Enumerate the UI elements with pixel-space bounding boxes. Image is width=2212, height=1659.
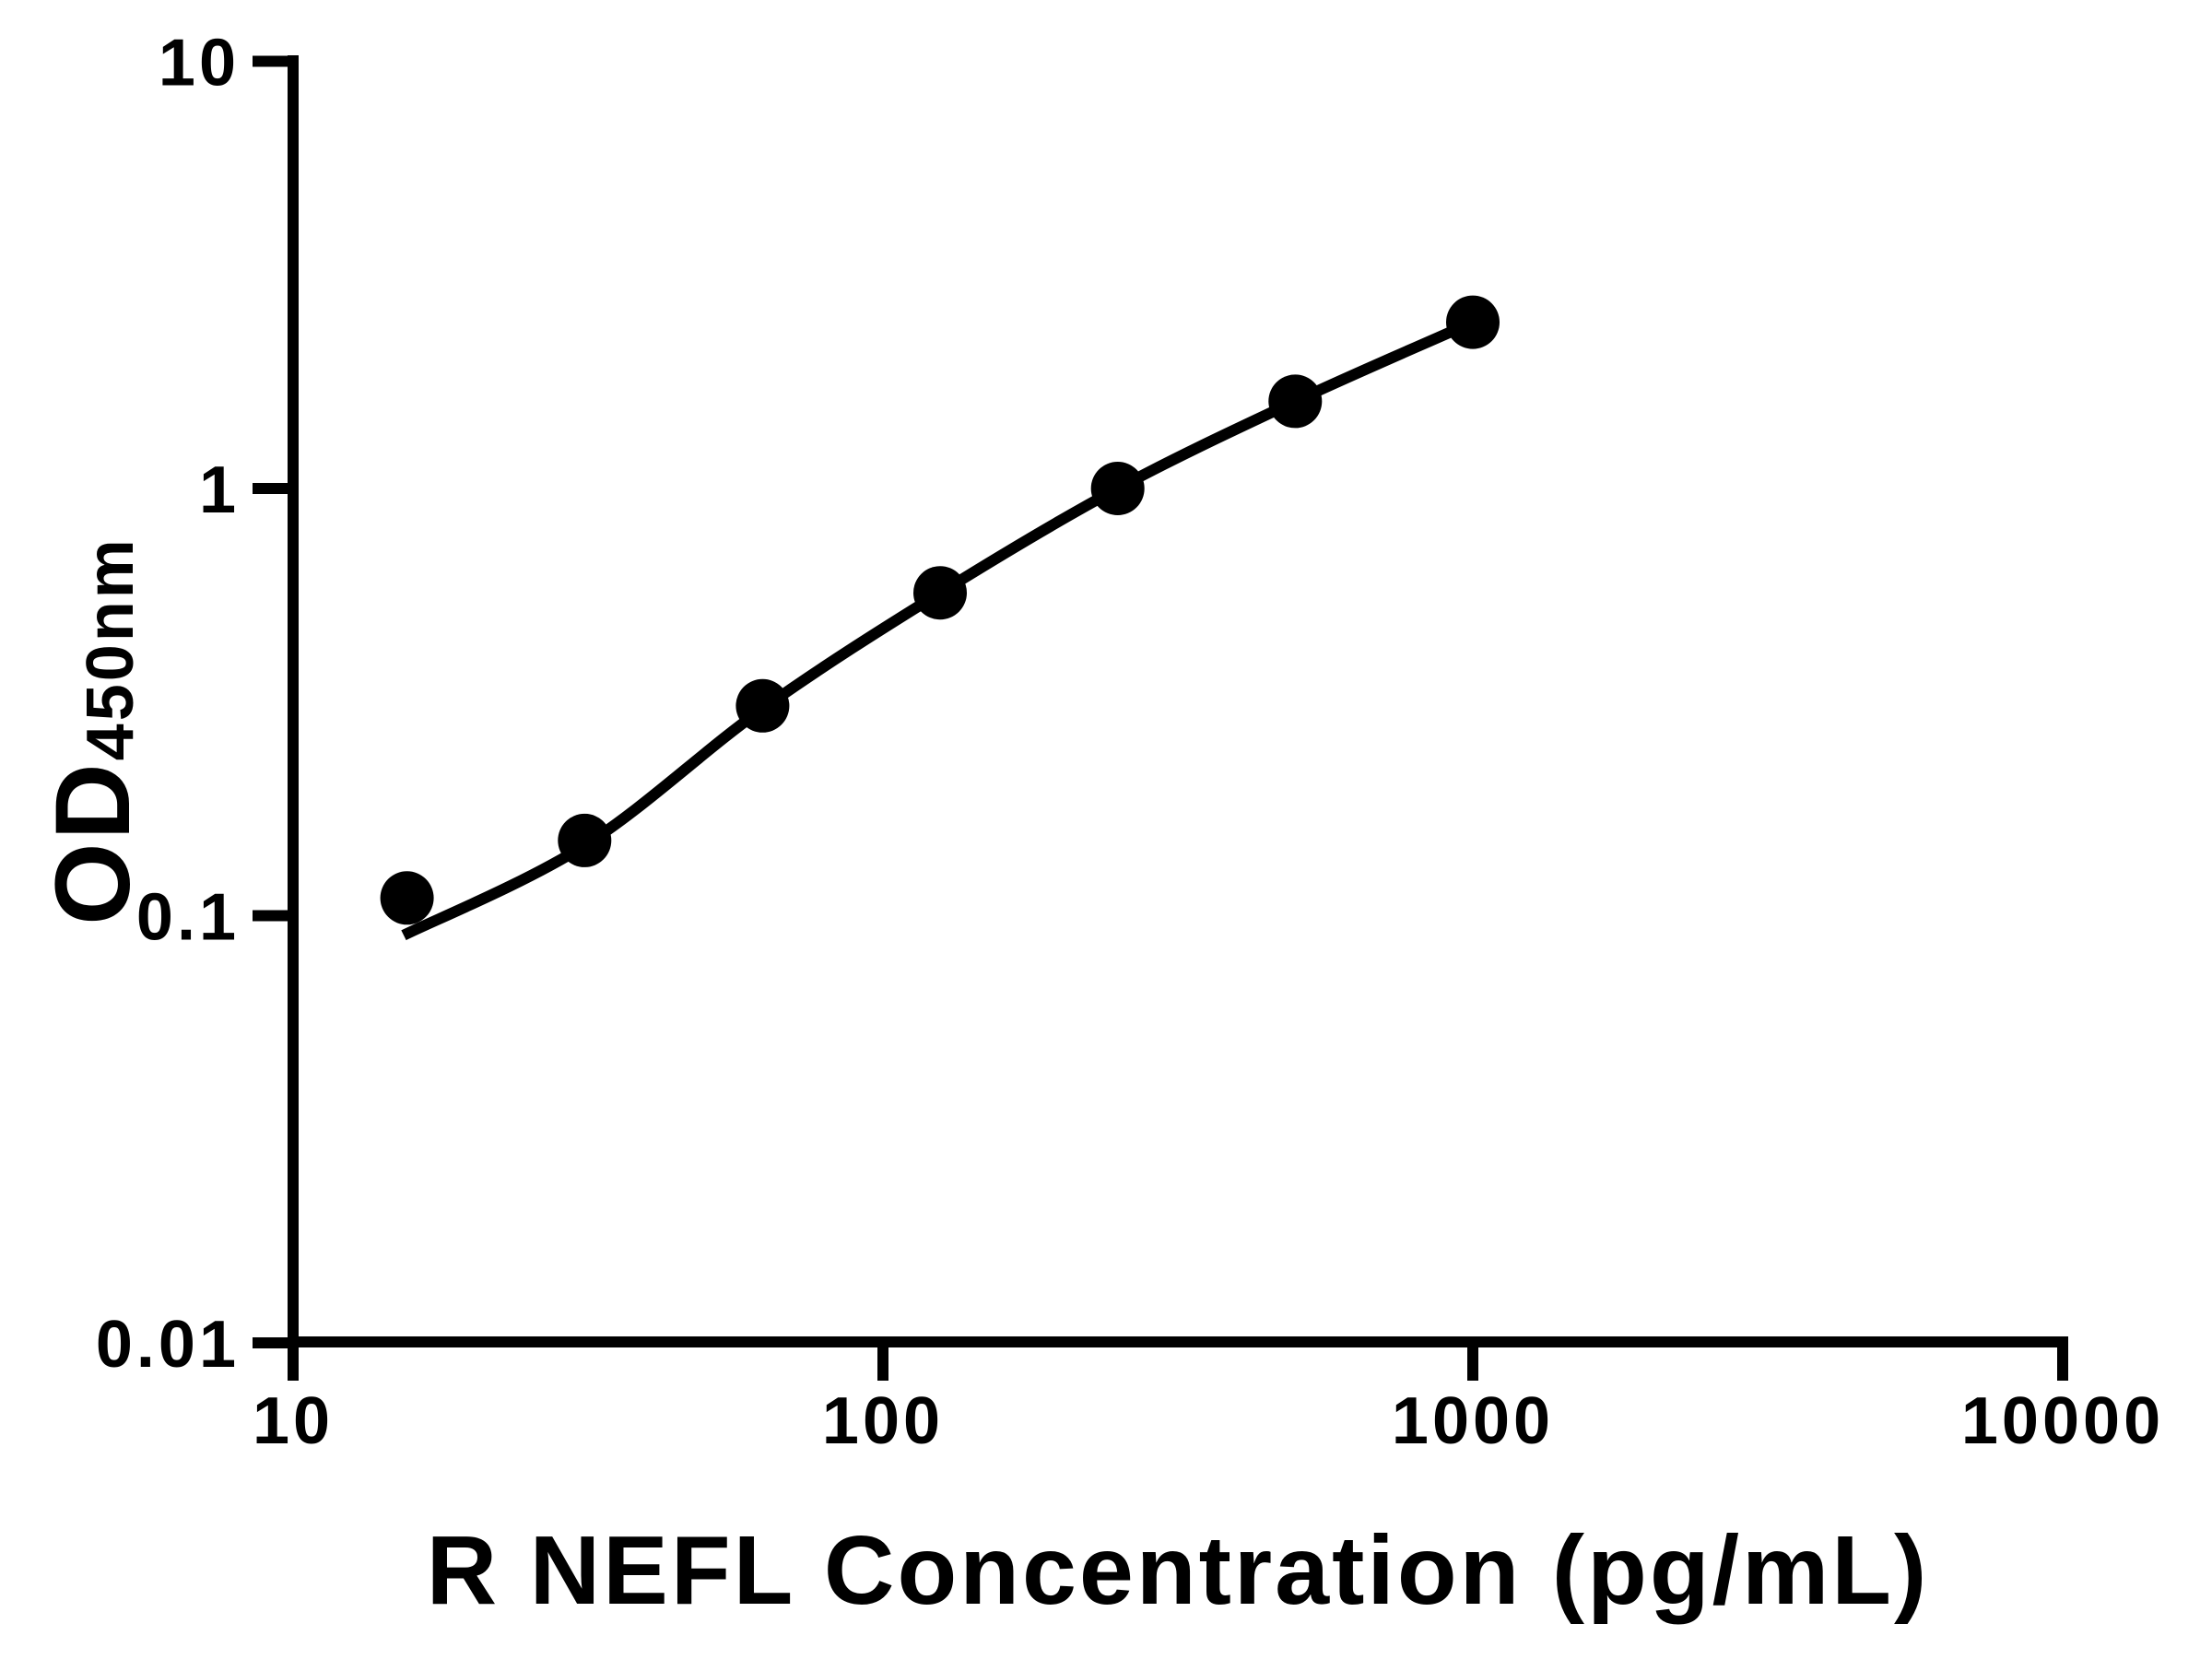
x-tick-label: 10 [253, 1384, 334, 1458]
y-axis-ticks [253, 55, 293, 1348]
data-point [1446, 295, 1500, 349]
y-tick-label: 0.1 [136, 881, 240, 955]
data-point [913, 566, 967, 620]
data-point [735, 678, 790, 733]
x-axis-title: R NEFL Concentration (pg/mL) [427, 1516, 1930, 1625]
y-tick-label: 1 [199, 453, 240, 527]
x-tick-label: 100 [822, 1384, 944, 1458]
data-point [1268, 374, 1323, 429]
x-tick-label: 1000 [1392, 1384, 1554, 1458]
data-point [558, 813, 612, 867]
y-axis-title-sub: 450nm [74, 536, 147, 760]
x-axis-tick-labels: 10 100 1000 10000 [253, 1384, 2164, 1458]
y-tick-label: 0.01 [96, 1308, 240, 1382]
y-tick-label: 10 [159, 27, 240, 100]
data-point [380, 871, 434, 925]
y-axis-title-main: OD [34, 760, 152, 925]
x-tick-label: 10000 [1961, 1384, 2164, 1458]
data-point [1090, 462, 1145, 515]
data-points [380, 295, 1500, 925]
y-axis-title: OD450nm [34, 536, 152, 925]
y-axis-tick-labels: 10 1 0.1 0.01 [96, 27, 240, 1382]
x-axis-ticks [288, 1342, 2068, 1381]
